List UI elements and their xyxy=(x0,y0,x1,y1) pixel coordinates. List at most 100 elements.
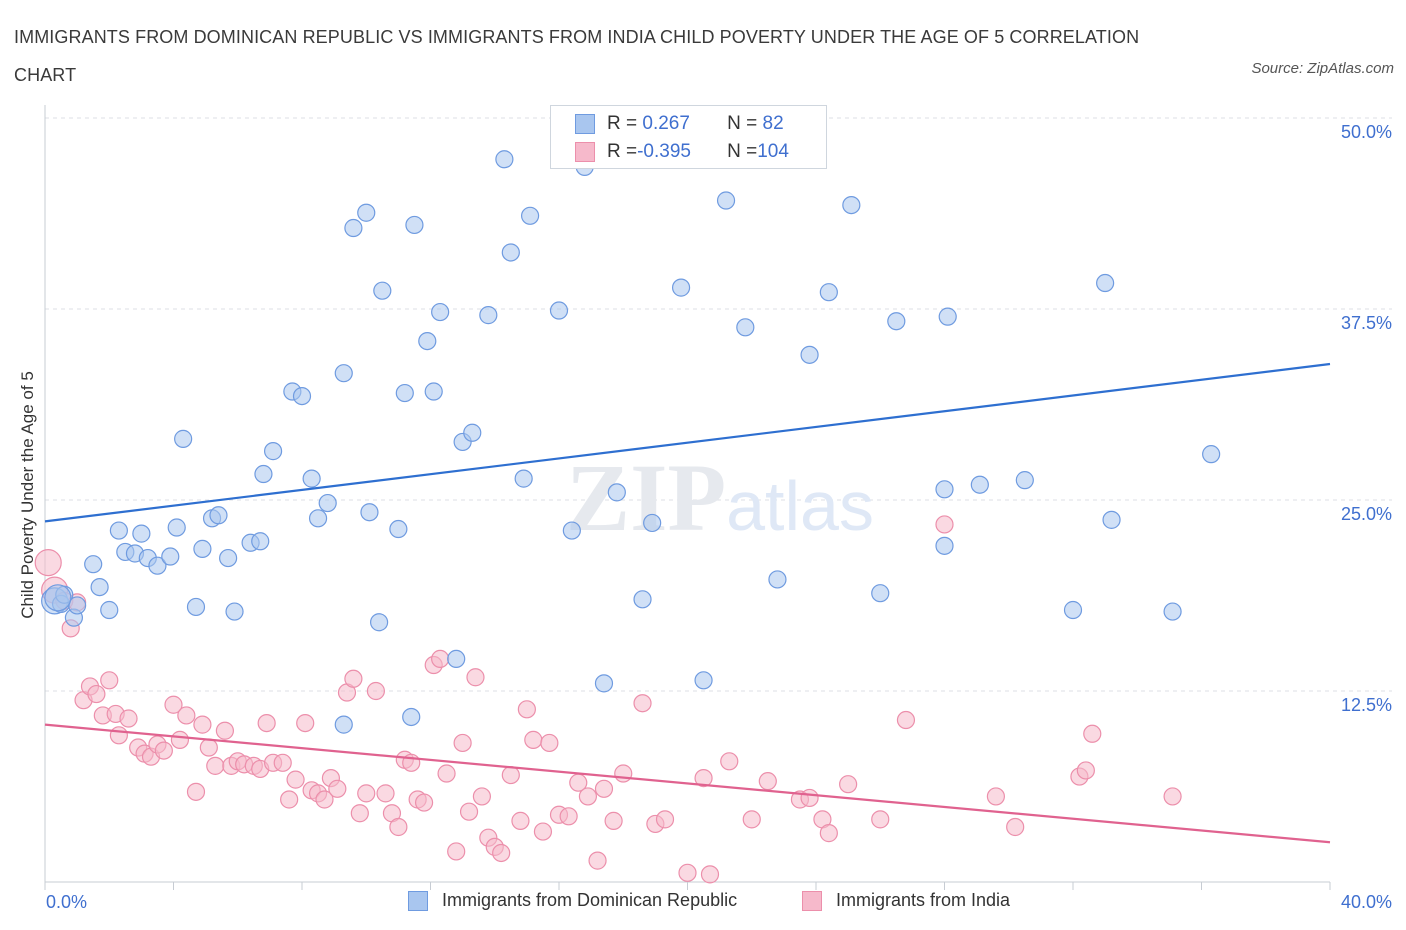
dominican-point xyxy=(1102,510,1121,529)
india-point xyxy=(119,709,138,728)
dominican-point xyxy=(334,364,353,383)
dominican-point xyxy=(935,536,954,555)
dominican-point xyxy=(167,518,186,537)
dominican-point xyxy=(694,671,713,690)
india-point xyxy=(1006,817,1025,837)
dominican-point xyxy=(842,195,861,215)
dominican-point xyxy=(100,600,119,620)
legend-r-value: 0.267 xyxy=(637,113,690,134)
dominican-point xyxy=(360,503,379,522)
india-point xyxy=(186,782,206,801)
india-point xyxy=(694,768,713,788)
dominican-point xyxy=(225,602,244,621)
dominican-point xyxy=(562,521,581,540)
india-point xyxy=(366,681,385,701)
correlation-legend: R = 0.267 N = 82 R = -0.395 N = 104 xyxy=(550,105,827,169)
india-point xyxy=(193,715,212,734)
india-point xyxy=(466,668,485,687)
india-point xyxy=(492,843,511,863)
dominican-point xyxy=(186,597,206,617)
chart-title: IMMIGRANTS FROM DOMINICAN REPUBLIC VS IM… xyxy=(14,27,1140,85)
india-point xyxy=(533,822,553,841)
india-point xyxy=(459,802,479,821)
india-point xyxy=(257,713,276,733)
dominican-point xyxy=(514,469,533,488)
dominican-point xyxy=(219,548,238,568)
india-point xyxy=(280,790,299,809)
dominican-point xyxy=(1015,471,1034,490)
dominican-point xyxy=(373,281,392,300)
india-point xyxy=(376,784,395,803)
india-point xyxy=(578,787,598,806)
dominican-point xyxy=(1096,273,1115,293)
legend-swatch-blue xyxy=(408,890,428,911)
source-label: Source: ZipAtlas.com xyxy=(1251,60,1394,77)
legend-label-dominican: Immigrants from Dominican Republic xyxy=(442,890,738,910)
dominican-point xyxy=(819,283,838,302)
dominican-point xyxy=(370,613,389,632)
india-point xyxy=(720,752,739,771)
india-point xyxy=(100,671,119,690)
dominican-point xyxy=(800,345,819,364)
dominican-point xyxy=(334,715,353,734)
dominican-point xyxy=(209,506,228,525)
dominican-point xyxy=(768,570,787,589)
legend-n-label: N = xyxy=(727,113,758,134)
dominican-point xyxy=(594,674,614,693)
dominican-point xyxy=(44,584,72,612)
india-point xyxy=(87,684,106,704)
india-point xyxy=(109,726,128,745)
dominican-point xyxy=(1163,602,1182,621)
dominican-point xyxy=(431,302,450,322)
dominican-point xyxy=(161,547,180,566)
dominican-point xyxy=(84,555,103,574)
dominican-point xyxy=(736,318,755,337)
dominican-point xyxy=(549,301,569,320)
dominican-points xyxy=(41,150,1221,734)
dominican-point xyxy=(1202,445,1221,464)
legend-r-label: R = xyxy=(607,113,638,134)
dominican-point xyxy=(90,577,109,597)
dominican-point xyxy=(633,590,652,609)
dominican-point xyxy=(607,483,626,502)
india-point xyxy=(896,710,916,730)
dominican-point xyxy=(887,312,906,331)
india-point xyxy=(34,549,62,577)
dominican-point xyxy=(501,243,520,262)
india-point xyxy=(594,779,614,798)
y-tick-label: 12.5% xyxy=(1341,695,1392,715)
legend-swatch-blue xyxy=(575,114,595,134)
india-point xyxy=(678,863,697,882)
dominican-point xyxy=(254,464,273,484)
india-point xyxy=(350,804,369,823)
legend-n-label: N = xyxy=(727,141,758,162)
dominican-point xyxy=(935,480,954,499)
dominican-point xyxy=(405,215,424,235)
dominican-point xyxy=(318,493,337,513)
india-point xyxy=(559,807,578,826)
dominican-point xyxy=(970,475,989,494)
india-point xyxy=(742,810,761,829)
dominican-point xyxy=(495,150,514,169)
dominican-point xyxy=(292,386,312,406)
india-point xyxy=(700,865,720,884)
watermark: ZIPatlas xyxy=(566,444,874,551)
dominican-point xyxy=(479,306,498,325)
india-point xyxy=(296,713,315,733)
india-point xyxy=(986,787,1006,806)
india-point xyxy=(286,770,305,789)
dominican-point xyxy=(871,584,890,603)
india-points xyxy=(34,515,1182,884)
india-point xyxy=(1163,787,1182,806)
india-point xyxy=(540,733,559,753)
india-point xyxy=(164,695,183,714)
india-point xyxy=(453,733,472,753)
dominican-point xyxy=(148,556,167,575)
india-point xyxy=(1076,761,1095,780)
y-tick-label: 37.5% xyxy=(1341,313,1392,333)
india-point xyxy=(431,649,450,669)
india-point xyxy=(604,811,623,830)
dominican-point xyxy=(520,206,540,225)
y-tick-label: 25.0% xyxy=(1341,504,1392,524)
